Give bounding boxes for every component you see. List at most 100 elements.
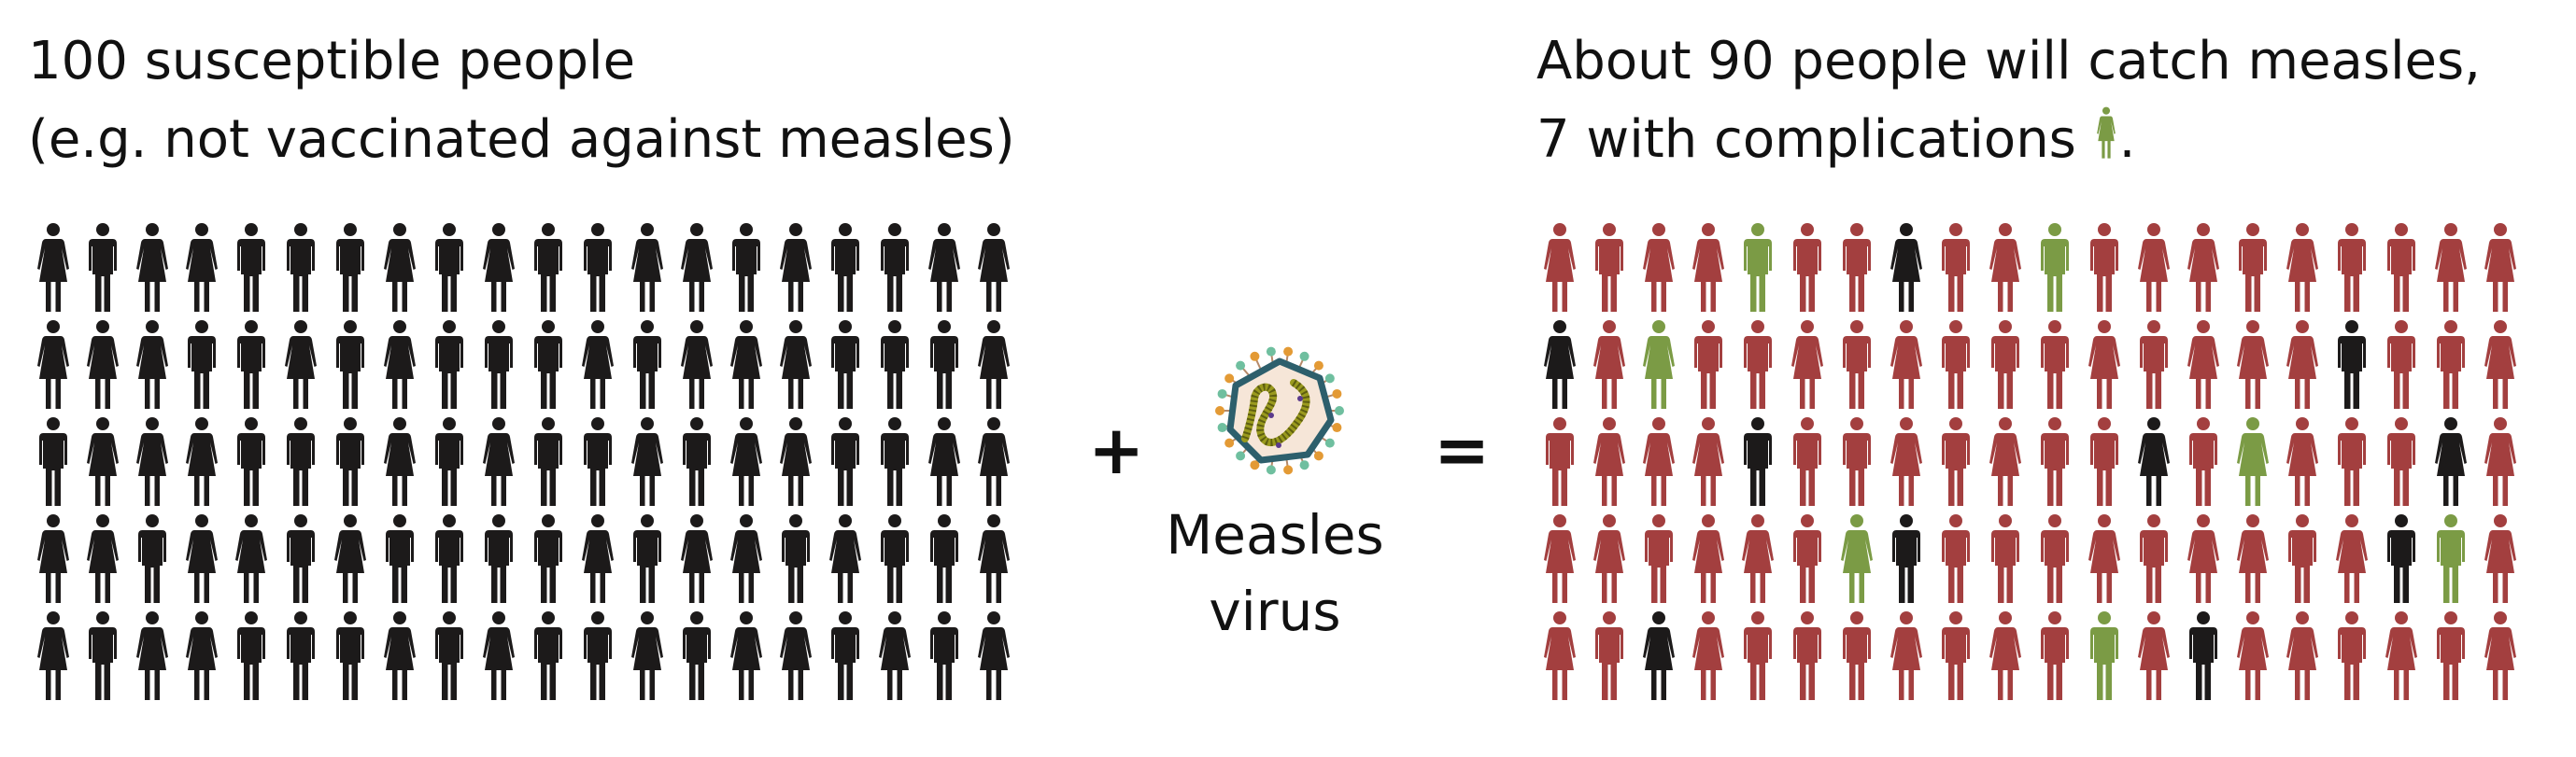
- outcome-male-figure-icon: [2090, 417, 2118, 506]
- susceptible-male-figure-icon: [732, 223, 760, 312]
- susceptible-female-figure-icon: [136, 611, 168, 700]
- outcome-male-figure-icon: [2338, 417, 2366, 506]
- outcome-male-figure-icon: [1942, 320, 1970, 409]
- susceptible-male-figure-icon: [584, 223, 612, 312]
- outcome-female-figure-icon: [2385, 611, 2417, 700]
- susceptible-female-figure-icon: [780, 223, 812, 312]
- susceptible-female-figure-icon: [631, 611, 663, 700]
- susceptible-female-figure-icon: [730, 417, 762, 506]
- susceptible-male-figure-icon: [881, 417, 909, 506]
- outcome-female-figure-icon: [1643, 223, 1675, 312]
- susceptible-female-figure-icon: [978, 514, 1010, 603]
- susceptible-male-figure-icon: [534, 223, 562, 312]
- outcome-female-figure-icon: [1593, 320, 1625, 409]
- susceptible-female-figure-icon: [37, 611, 69, 700]
- outcome-male-figure-icon: [1843, 417, 1871, 506]
- outcome-male-figure-icon: [2090, 611, 2118, 700]
- susceptible-male-figure-icon: [39, 417, 67, 506]
- outcome-male-figure-icon: [2387, 417, 2415, 506]
- outcome-male-figure-icon: [2288, 514, 2316, 603]
- susceptible-male-figure-icon: [782, 514, 810, 603]
- susceptible-male-figure-icon: [336, 223, 364, 312]
- susceptible-male-figure-icon: [831, 320, 859, 409]
- susceptible-female-figure-icon: [978, 417, 1010, 506]
- susceptible-female-figure-icon: [780, 417, 812, 506]
- outcome-male-figure-icon: [1991, 514, 2019, 603]
- outcome-male-figure-icon: [1744, 417, 1772, 506]
- susceptible-male-figure-icon: [89, 611, 117, 700]
- susceptible-male-figure-icon: [237, 417, 265, 506]
- susceptible-male-figure-icon: [188, 320, 216, 409]
- susceptible-male-figure-icon: [435, 514, 463, 603]
- susceptible-female-figure-icon: [87, 417, 119, 506]
- outcome-male-figure-icon: [1843, 611, 1871, 700]
- susceptible-male-figure-icon: [287, 417, 315, 506]
- outcome-female-figure-icon: [1890, 417, 1922, 506]
- susceptible-male-figure-icon: [881, 320, 909, 409]
- outcome-female-figure-icon: [2187, 320, 2219, 409]
- outcome-male-figure-icon: [1546, 417, 1574, 506]
- susceptible-male-figure-icon: [138, 514, 166, 603]
- outcome-male-figure-icon: [2140, 514, 2168, 603]
- virus-label-line2: virus: [1209, 580, 1341, 643]
- susceptible-male-figure-icon: [534, 417, 562, 506]
- susceptible-male-figure-icon: [435, 223, 463, 312]
- outcome-male-figure-icon: [2189, 611, 2217, 700]
- susceptible-female-figure-icon: [928, 417, 960, 506]
- susceptible-female-figure-icon: [681, 514, 713, 603]
- outcome-female-figure-icon: [2088, 514, 2120, 603]
- outcome-male-figure-icon: [1942, 223, 1970, 312]
- outcome-female-figure-icon: [2088, 320, 2120, 409]
- susceptible-male-figure-icon: [287, 514, 315, 603]
- outcome-male-figure-icon: [2338, 320, 2366, 409]
- susceptible-male-figure-icon: [831, 417, 859, 506]
- susceptible-male-figure-icon: [831, 611, 859, 700]
- susceptible-male-figure-icon: [534, 320, 562, 409]
- susceptible-female-figure-icon: [37, 320, 69, 409]
- right-title-period: .: [2118, 109, 2136, 170]
- outcome-male-figure-icon: [1942, 417, 1970, 506]
- susceptible-male-figure-icon: [633, 514, 661, 603]
- outcome-male-figure-icon: [2437, 514, 2465, 603]
- right-title-line2: 7 with complications: [1536, 109, 2076, 170]
- outcome-male-figure-icon: [2041, 611, 2069, 700]
- outcome-female-figure-icon: [2484, 417, 2516, 506]
- susceptible-male-figure-icon: [237, 611, 265, 700]
- susceptible-female-figure-icon: [186, 514, 218, 603]
- susceptible-male-figure-icon: [930, 514, 958, 603]
- susceptible-male-figure-icon: [683, 417, 711, 506]
- outcome-male-figure-icon: [1793, 223, 1821, 312]
- outcome-male-figure-icon: [2140, 320, 2168, 409]
- outcome-female-figure-icon: [1593, 417, 1625, 506]
- susceptible-female-figure-icon: [582, 514, 614, 603]
- susceptible-female-figure-icon: [285, 320, 317, 409]
- susceptible-female-figure-icon: [483, 223, 515, 312]
- susceptible-male-figure-icon: [336, 417, 364, 506]
- plus-sign: +: [1088, 411, 1145, 489]
- outcome-male-figure-icon: [1744, 611, 1772, 700]
- outcome-male-figure-icon: [2338, 223, 2366, 312]
- outcome-female-figure-icon: [1742, 514, 1774, 603]
- outcome-male-figure-icon: [2387, 223, 2415, 312]
- susceptible-female-figure-icon: [186, 417, 218, 506]
- outcome-female-figure-icon: [2237, 320, 2269, 409]
- susceptible-female-figure-icon: [928, 223, 960, 312]
- outcome-male-figure-icon: [1694, 320, 1722, 409]
- susceptible-male-figure-icon: [534, 611, 562, 700]
- outcome-female-figure-icon: [2237, 611, 2269, 700]
- outcome-female-figure-icon: [1791, 320, 1823, 409]
- outcome-female-figure-icon: [2138, 611, 2170, 700]
- outcome-female-figure-icon: [2138, 417, 2170, 506]
- susceptible-female-figure-icon: [780, 320, 812, 409]
- outcome-female-figure-icon: [1544, 320, 1576, 409]
- susceptible-male-figure-icon: [683, 611, 711, 700]
- outcome-male-figure-icon: [2041, 320, 2069, 409]
- susceptible-female-figure-icon: [384, 417, 416, 506]
- outcome-male-figure-icon: [2041, 417, 2069, 506]
- susceptible-male-figure-icon: [633, 320, 661, 409]
- susceptible-male-figure-icon: [881, 514, 909, 603]
- susceptible-male-figure-icon: [584, 417, 612, 506]
- susceptible-female-figure-icon: [582, 320, 614, 409]
- outcome-male-figure-icon: [1991, 320, 2019, 409]
- outcome-male-figure-icon: [1595, 611, 1623, 700]
